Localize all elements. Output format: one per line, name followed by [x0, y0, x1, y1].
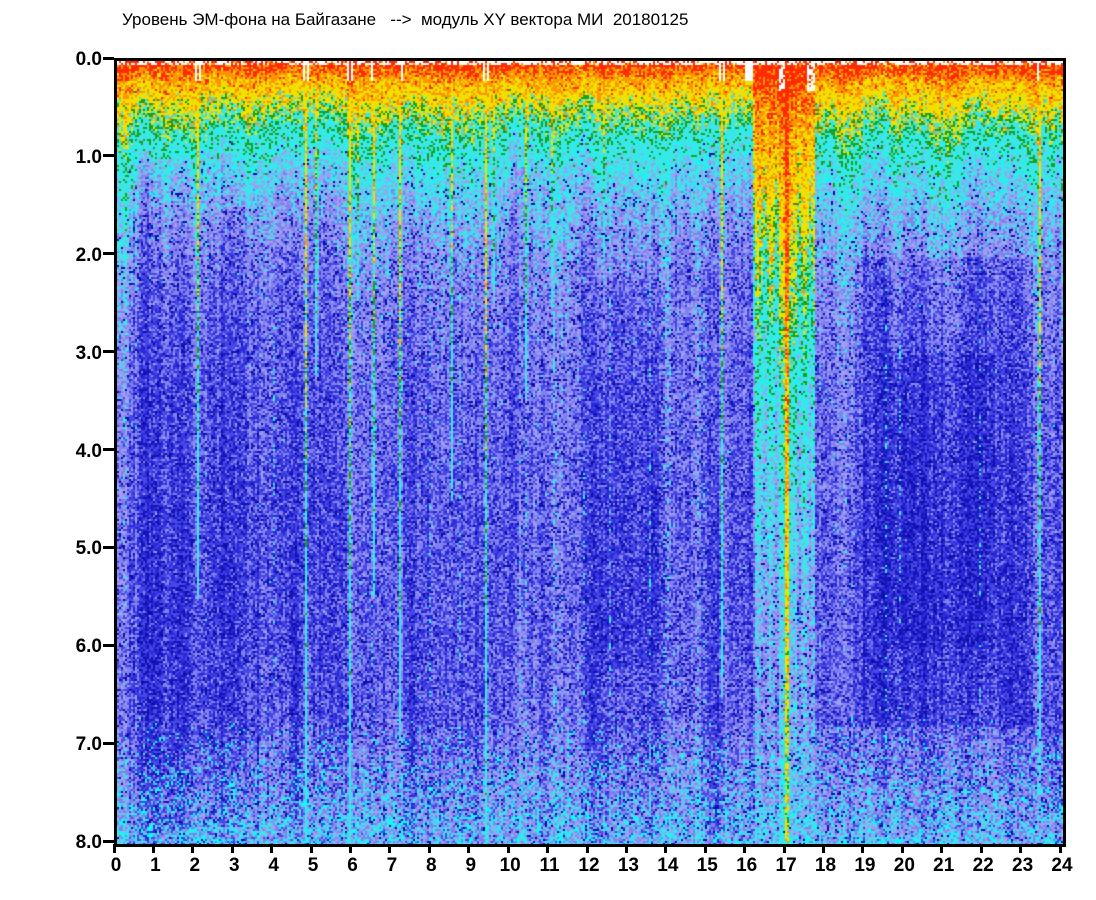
x-tick-label: 10 [499, 855, 521, 876]
x-tick-label: 0 [110, 855, 122, 876]
y-tick-label: 6.0 [75, 636, 102, 658]
x-axis-tick [230, 844, 234, 853]
spectrogram-heatmap [114, 58, 1066, 847]
y-axis-tick [103, 643, 114, 647]
x-axis-tick [349, 844, 352, 853]
x-tick-label: 24 [1051, 855, 1073, 876]
x-tick-label: 12 [578, 855, 600, 876]
x-tick-label: 8 [426, 855, 437, 876]
x-tick-label: 2 [189, 855, 201, 876]
x-axis-tick [546, 844, 550, 853]
x-axis-tick [664, 844, 668, 853]
x-tick-label: 16 [736, 855, 758, 876]
x-axis-tick [900, 844, 904, 853]
y-axis-tick [103, 252, 114, 256]
chart-title: Уровень ЭМ-фона на Байгазане --> модуль … [122, 10, 689, 29]
x-tick-label: 18 [814, 855, 837, 876]
x-axis-tick [861, 844, 865, 853]
x-tick-label: 11 [539, 855, 560, 876]
x-axis-tick [782, 844, 786, 853]
y-tick-label: 2.0 [75, 244, 102, 266]
x-axis-tick [191, 844, 195, 853]
x-axis-tick [624, 844, 628, 853]
x-tick-label: 17 [775, 855, 797, 876]
x-axis-tick [112, 844, 116, 853]
x-tick-label: 21 [933, 855, 955, 876]
x-axis-tick [979, 844, 983, 853]
x-axis-tick [1058, 844, 1062, 853]
y-axis-tick [103, 350, 114, 354]
y-axis-tick [103, 839, 114, 843]
y-axis-tick [103, 154, 114, 158]
x-axis-tick [743, 844, 747, 853]
y-axis-tick [103, 545, 114, 549]
x-axis-tick [940, 844, 944, 853]
x-tick-label: 15 [696, 855, 718, 876]
x-tick-label: 13 [617, 855, 639, 876]
x-tick-label: 14 [657, 855, 679, 876]
x-axis-tick [703, 844, 707, 853]
x-tick-label: 6 [347, 855, 358, 876]
x-tick-label: 3 [228, 855, 240, 876]
x-axis-tick [822, 844, 825, 853]
y-tick-label: 5.0 [75, 538, 102, 560]
x-tick-label: 22 [972, 855, 994, 876]
y-tick-label: 1.0 [75, 146, 102, 168]
x-tick-label: 19 [854, 855, 876, 876]
y-tick-label: 0.0 [75, 49, 102, 70]
y-tick-label: 8.0 [75, 832, 102, 853]
x-tick-label: 20 [893, 855, 915, 876]
y-axis-tick [103, 448, 114, 451]
x-axis-tick [467, 844, 471, 853]
x-tick-label: 23 [1012, 855, 1034, 876]
x-axis-tick [151, 844, 155, 853]
x-axis-tick [309, 844, 313, 853]
y-tick-label: 4.0 [75, 440, 102, 462]
x-axis-tick [270, 844, 274, 853]
x-tick-label: 4 [268, 855, 279, 876]
x-tick-label: 9 [465, 855, 477, 876]
y-tick-label: 7.0 [75, 734, 102, 756]
x-axis-tick [427, 844, 431, 853]
x-axis-tick [388, 844, 392, 853]
x-axis-tick [1019, 844, 1023, 853]
x-axis-tick [506, 844, 510, 853]
y-tick-label: 3.0 [75, 342, 102, 364]
x-axis-tick [585, 844, 589, 853]
x-tick-label: 5 [307, 855, 319, 876]
y-axis-tick [103, 741, 114, 745]
y-axis-tick [103, 56, 114, 60]
x-tick-label: 1 [150, 855, 161, 876]
x-tick-label: 7 [386, 855, 398, 876]
